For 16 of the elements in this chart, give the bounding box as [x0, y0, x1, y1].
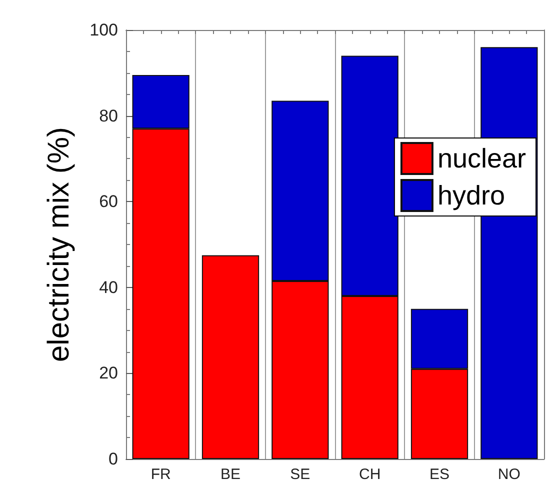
y-tick-label: 20 [99, 364, 118, 383]
bar [202, 255, 260, 459]
legend-label: hydro [437, 180, 505, 210]
x-tick-label: BE [220, 466, 241, 483]
x-tick-label: ES [429, 466, 450, 483]
x-tick-label: NO [498, 466, 520, 483]
x-tick-label: SE [290, 466, 310, 483]
y-tick-label: 60 [99, 192, 118, 212]
y-tick-label: 100 [90, 20, 118, 40]
y-tick-label: 0 [108, 450, 118, 468]
x-tick-label: FR [150, 466, 171, 483]
legend-label: nuclear [437, 144, 526, 174]
y-tick-label: 80 [99, 106, 118, 126]
x-tick-label: CH [358, 466, 381, 483]
y-tick-label: 40 [99, 278, 118, 297]
y-axis-title: electricity mix (%) [42, 126, 76, 362]
